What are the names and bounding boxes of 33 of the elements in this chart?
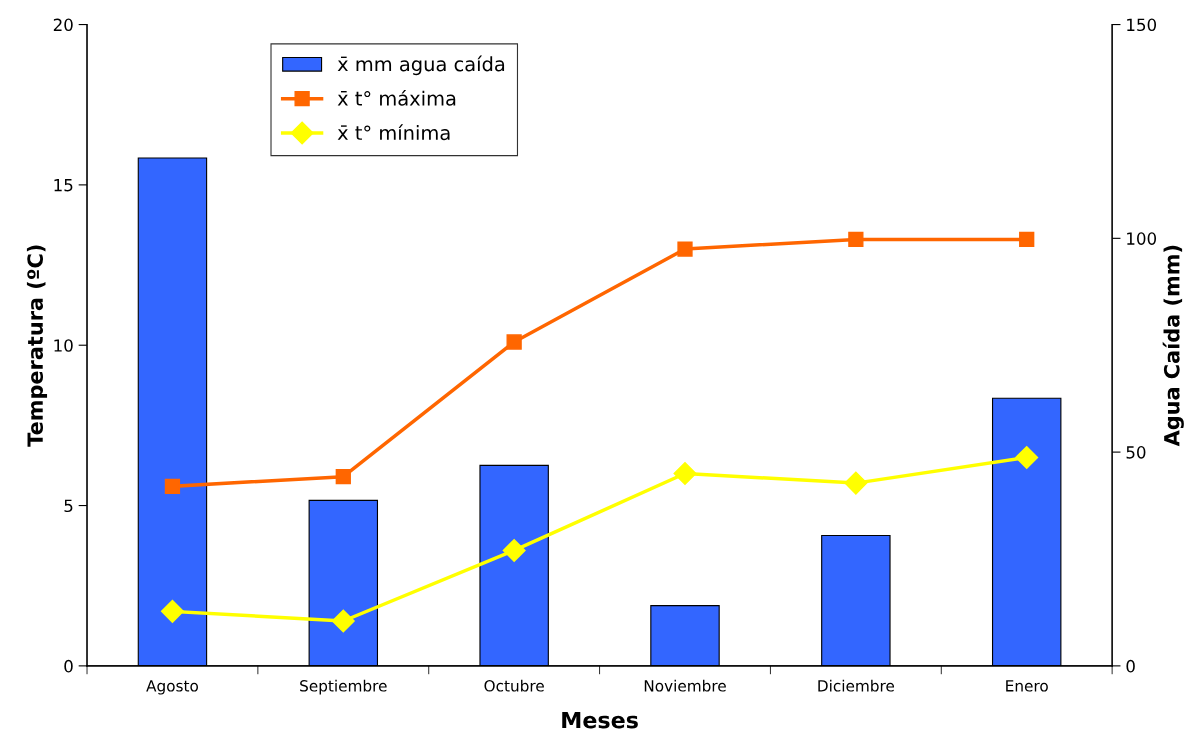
point xyxy=(848,231,864,248)
x-axis-title: Meses xyxy=(562,711,638,729)
x-tick-label: Noviembre xyxy=(644,679,726,692)
y-tick-label: 15 xyxy=(54,179,73,192)
legend-label: x̄ mm agua caída xyxy=(337,55,505,76)
x-tick-label: Enero xyxy=(1006,680,1048,692)
point xyxy=(160,599,184,623)
y-tick-label: 20 xyxy=(53,18,73,32)
point xyxy=(1015,445,1039,469)
x-tick-label: Diciembre xyxy=(818,679,895,692)
y2-axis-title: Agua Caída (mm) xyxy=(1162,245,1184,447)
point xyxy=(673,461,697,485)
y-axis-title: Temperatura (ºC) xyxy=(26,245,48,447)
point xyxy=(164,478,181,494)
point xyxy=(331,609,355,633)
y2-tick-label: 150 xyxy=(1127,18,1157,32)
x-tick-label: Octubre xyxy=(484,679,544,692)
y-tick-label: 10 xyxy=(54,339,73,352)
point xyxy=(1019,231,1035,248)
point xyxy=(844,471,868,495)
y2-tick-label: 50 xyxy=(1126,446,1146,459)
y2-tick-label: 0 xyxy=(1126,659,1135,673)
x-tick-label: Agosto xyxy=(146,680,198,695)
legend-label: x̄ t° mínima xyxy=(337,124,450,141)
legend-label: x̄ t° máxima xyxy=(337,89,456,106)
point xyxy=(335,469,351,485)
point xyxy=(506,334,522,350)
point xyxy=(677,241,693,257)
y-tick-label: 5 xyxy=(64,499,73,513)
x-tick-label: Septiembre xyxy=(300,679,387,695)
point xyxy=(502,538,526,562)
y2-tick-label: 100 xyxy=(1127,232,1157,245)
y-tick-label: 0 xyxy=(64,659,73,673)
